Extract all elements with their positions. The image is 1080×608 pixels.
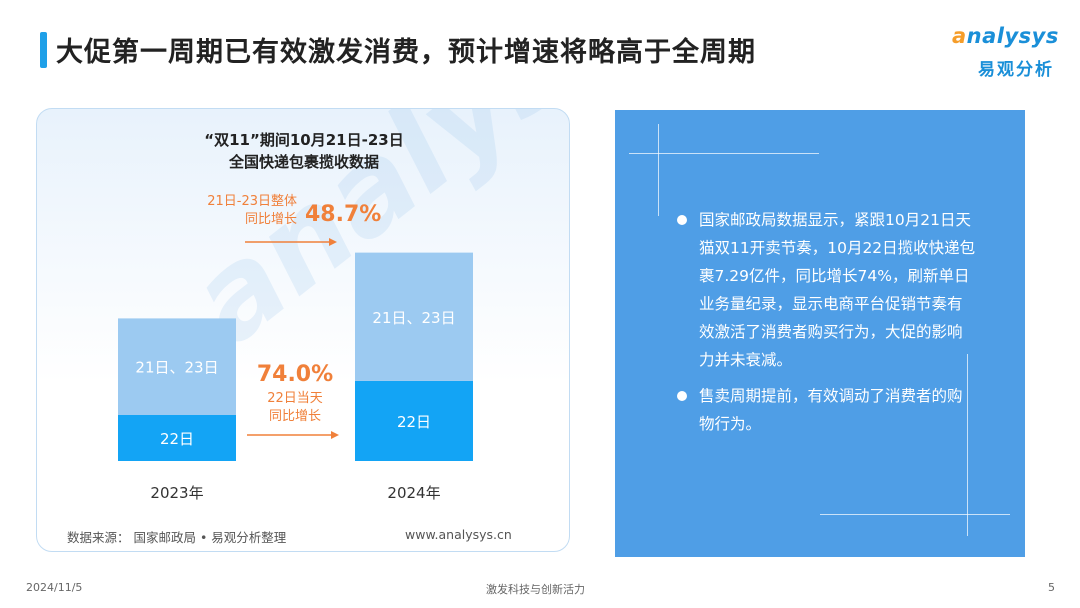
total-growth-value: 48.7%	[305, 202, 381, 227]
total-growth-arrowhead	[329, 238, 337, 246]
page-number: 5	[1048, 581, 1055, 594]
logo-wordmark: analysys	[952, 24, 1059, 48]
decor-line-v-bottom	[967, 354, 968, 536]
chart-title-line2: 全国快递包裹揽收数据	[228, 153, 379, 171]
decor-line-h-top	[629, 153, 819, 154]
bars-layer: 22日 21日、23日 2023年 22日 21日、23日 2024年	[118, 252, 473, 502]
bar-segment-label: 22日	[160, 430, 194, 448]
logo-ring-letter: a	[952, 24, 967, 48]
insight-item: 售卖周期提前，有效调动了消费者的购物行为。	[677, 382, 977, 438]
data-source-note: 数据来源： 国家邮政局 • 易观分析整理	[67, 530, 287, 545]
bar-segment-day22-2023	[118, 415, 236, 461]
insight-item: 国家邮政局数据显示，紧跟10月21日天猫双11开卖节奏，10月22日揽收快递包裹…	[677, 206, 977, 374]
category-label: 2024年	[387, 484, 440, 502]
footer-date: 2024/11/5	[26, 581, 83, 594]
total-growth-label-line2: 同比增长	[245, 212, 297, 227]
day22-growth-arrowhead	[331, 431, 339, 439]
logo-wordmark-rest: nalysys	[966, 24, 1059, 48]
stacked-bar-chart: “双11”期间10月21日-23日 全国快递包裹揽收数据 21日-23日整体 同…	[118, 131, 473, 502]
chart-title-line1: “双11”期间10月21日-23日	[204, 131, 403, 149]
title-accent-bar	[40, 32, 47, 68]
day22-growth-value: 74.0%	[257, 362, 333, 387]
insight-panel: 国家邮政局数据显示，紧跟10月21日天猫双11开卖节奏，10月22日揽收快递包裹…	[615, 110, 1025, 557]
bullet-icon	[677, 215, 687, 225]
bullet-icon	[677, 391, 687, 401]
page-title: 大促第一周期已有效激发消费，预计增速将略高于全周期	[56, 37, 756, 68]
total-growth-label-line1: 21日-23日整体	[207, 194, 297, 209]
day22-growth-label-line2: 同比增长	[269, 409, 321, 424]
bar-segment-label: 21日、23日	[372, 309, 455, 327]
insight-text: 国家邮政局数据显示，紧跟10月21日天猫双11开卖节奏，10月22日揽收快递包裹…	[699, 211, 976, 369]
bar-segment-day21-23-2023	[118, 318, 236, 415]
decor-line-h-bottom	[820, 514, 1010, 515]
category-label: 2023年	[150, 484, 203, 502]
chart-panel: analysys 易观分析 “双11”期间10月21日-23日 全国快递包裹揽收…	[36, 108, 570, 552]
insight-list: 国家邮政局数据显示，紧跟10月21日天猫双11开卖节奏，10月22日揽收快递包裹…	[677, 206, 977, 446]
logo-chinese-name: 易观分析	[978, 60, 1054, 80]
website-url: www.analysys.cn	[405, 527, 512, 542]
bar-segment-label: 22日	[397, 413, 431, 431]
bar-segment-day21-23-2024	[355, 252, 473, 381]
insight-text: 售卖周期提前，有效调动了消费者的购物行为。	[699, 387, 963, 433]
analysys-logo: analysys 易观分析	[952, 24, 1064, 80]
day22-growth-label-line1: 22日当天	[267, 391, 323, 406]
footer-slogan: 激发科技与创新活力	[486, 583, 585, 596]
bar-segment-day22-2024	[355, 380, 473, 461]
bar-segment-label: 21日、23日	[135, 359, 218, 377]
decor-line-v-top	[658, 124, 659, 216]
